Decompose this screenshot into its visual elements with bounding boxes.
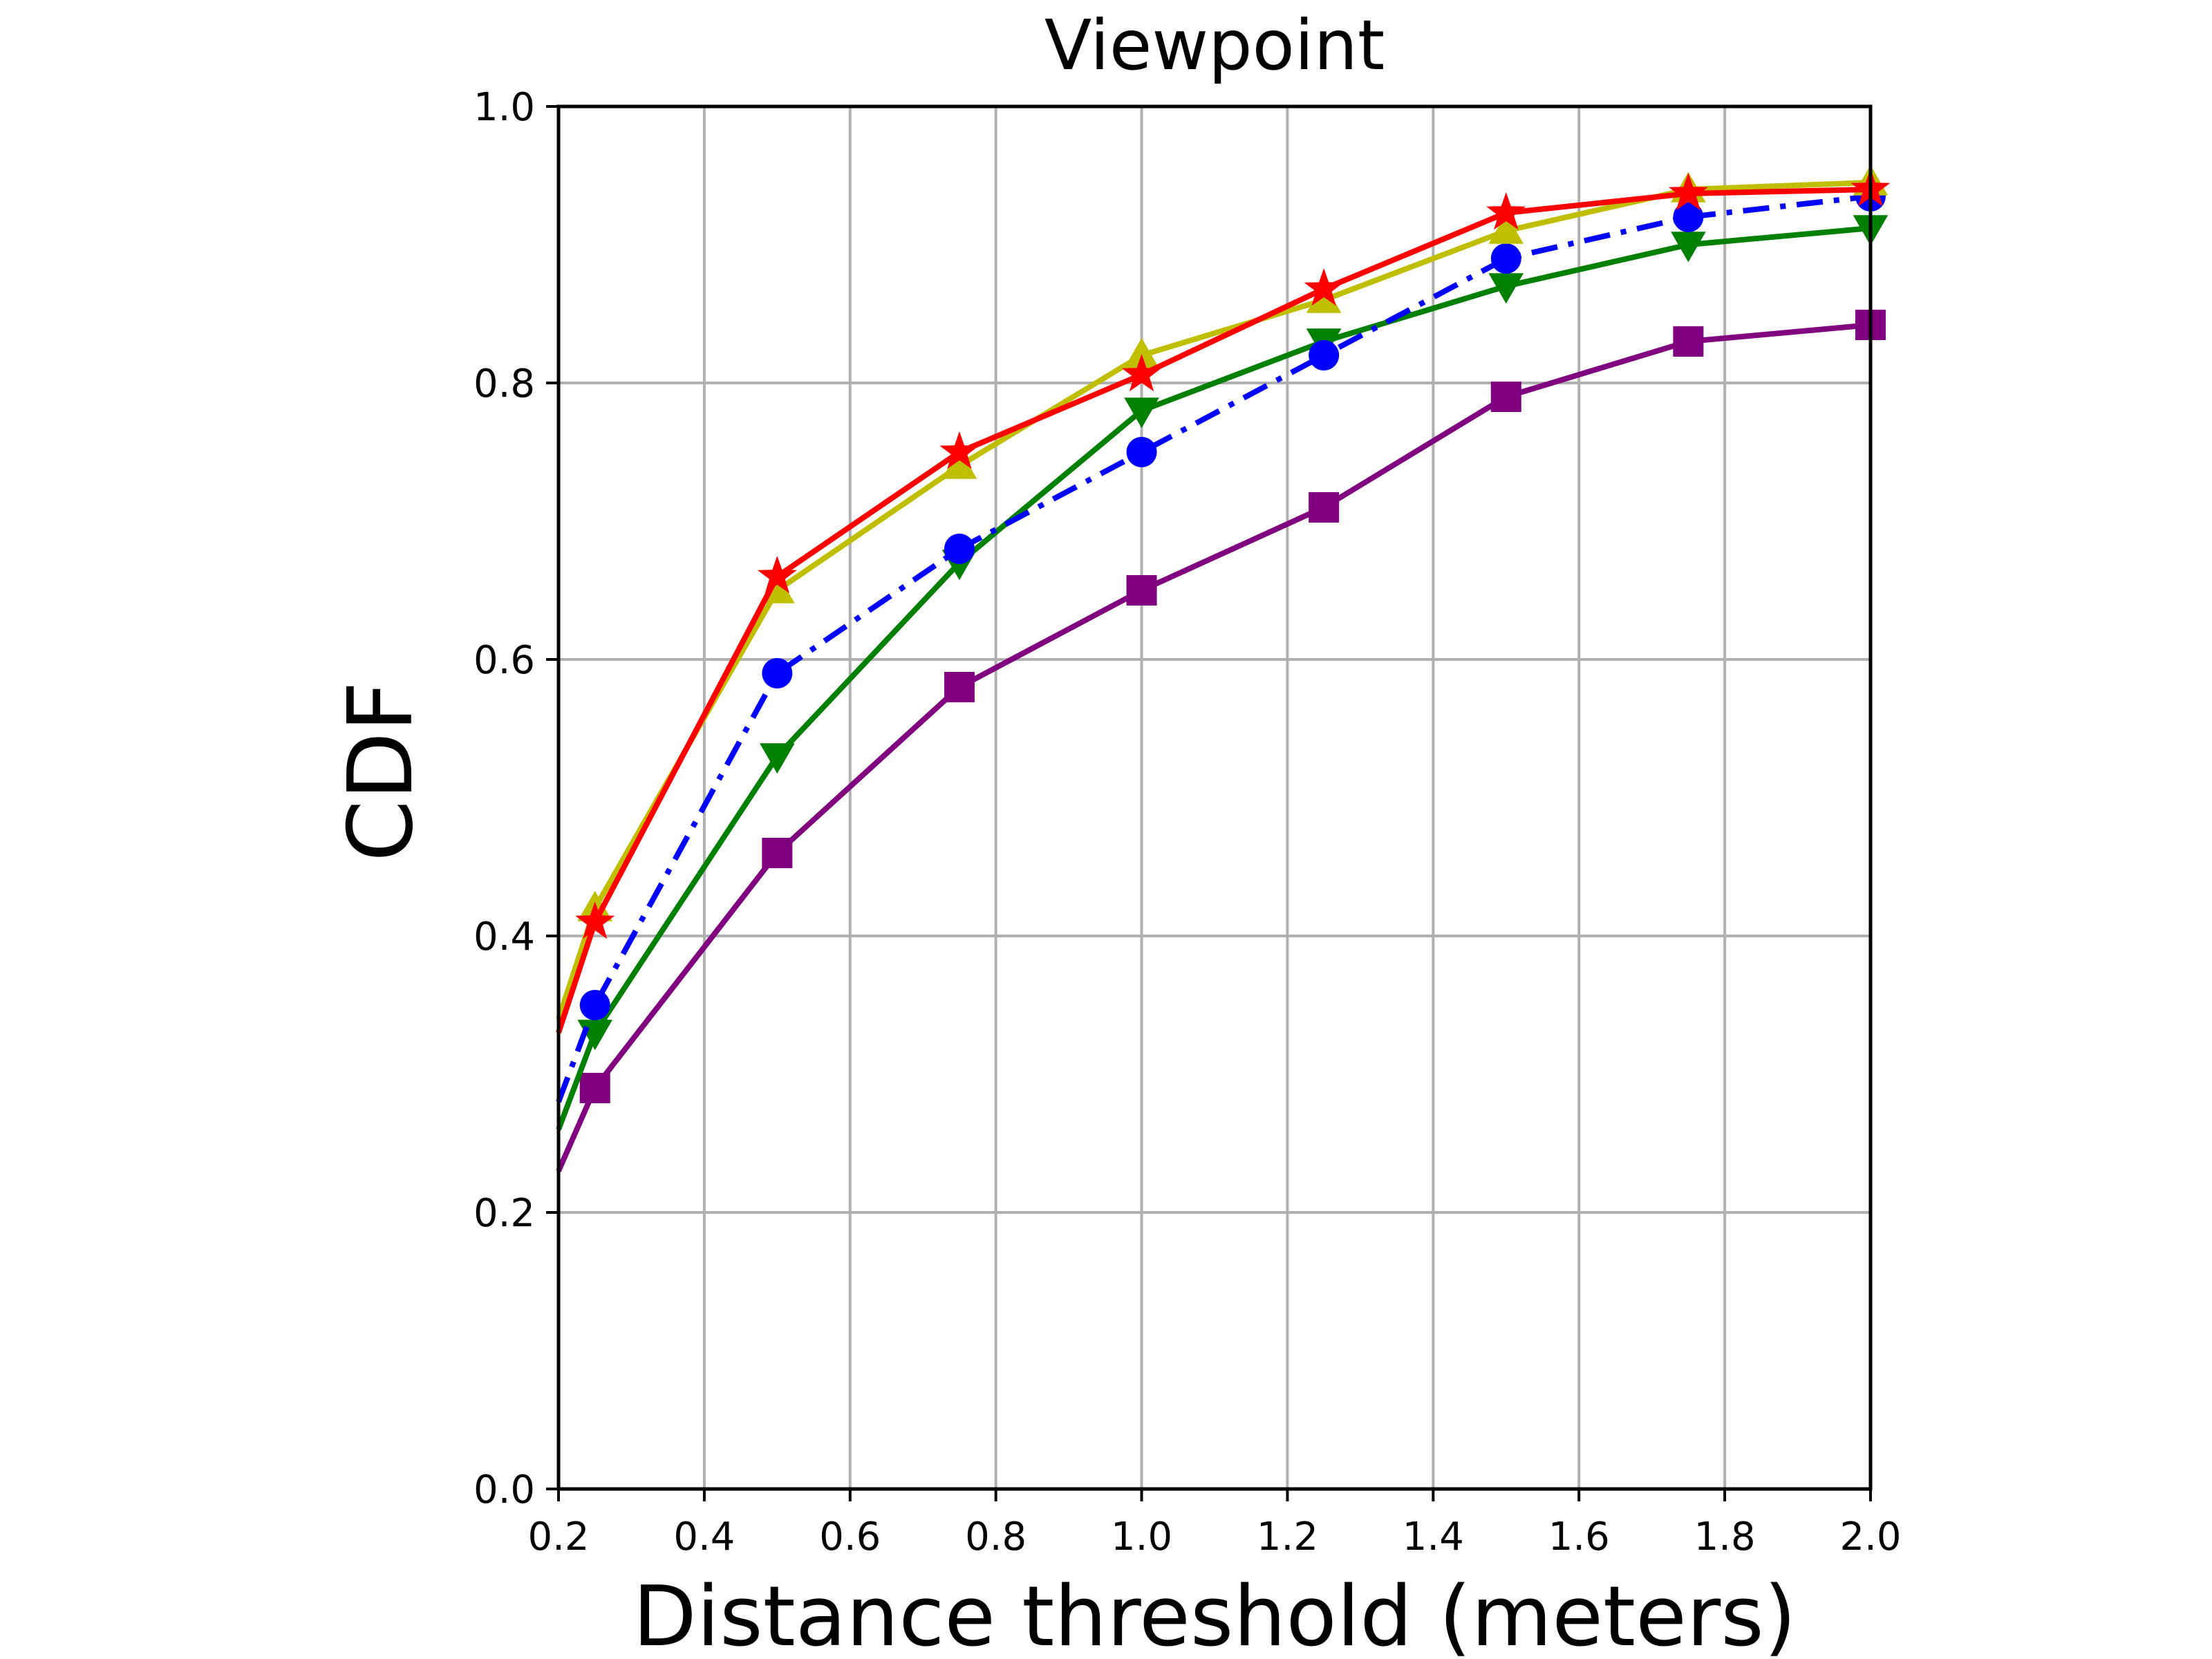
data-point — [941, 448, 977, 479]
data-point — [944, 672, 975, 702]
data-point — [1671, 232, 1706, 263]
data-point — [1486, 192, 1526, 230]
data-point — [1309, 492, 1340, 523]
x-tick-label: 0.8 — [965, 1515, 1027, 1559]
data-point — [1122, 354, 1162, 392]
y-tick-label: 1.0 — [474, 85, 535, 130]
series-line — [556, 187, 1871, 1034]
data-point — [1673, 326, 1704, 357]
data-point — [762, 658, 793, 688]
series-layer — [556, 165, 1891, 1172]
data-point — [1488, 273, 1524, 304]
data-point — [1490, 382, 1521, 412]
data-point — [757, 556, 797, 594]
data-point — [1126, 575, 1157, 606]
x-tick-label: 2.0 — [1839, 1515, 1901, 1559]
series-3 — [556, 165, 1888, 1020]
data-point — [762, 838, 793, 868]
x-tick-label: 0.2 — [527, 1515, 589, 1559]
data-point — [939, 431, 980, 469]
data-point — [1668, 173, 1708, 211]
y-axis-label: CDF — [330, 681, 433, 862]
x-tick-label: 0.6 — [819, 1515, 881, 1559]
y-tick-label: 0.4 — [474, 915, 535, 959]
data-point — [1488, 213, 1524, 244]
data-point — [579, 1073, 610, 1103]
data-point — [1673, 202, 1704, 232]
x-tick-label: 1.6 — [1548, 1515, 1610, 1559]
chart-title: Viewpoint — [1044, 5, 1385, 86]
tick-labels: 0.2 0.4 0.6 0.8 1.0 1.2 1.4 1.6 1.8 2.00.00.20.40… — [474, 85, 1902, 1559]
x-tick-label: 1.0 — [1111, 1515, 1172, 1559]
y-tick-label: 0.8 — [474, 362, 535, 406]
grid-lines — [557, 105, 1872, 1490]
y-tick-label: 0.6 — [474, 638, 535, 683]
x-tick-label: 0.4 — [673, 1515, 735, 1559]
series-2 — [556, 181, 1886, 1103]
axes — [546, 104, 1873, 1501]
series-4 — [556, 169, 1891, 1034]
y-tick-label: 0.2 — [474, 1191, 535, 1236]
series-line — [556, 322, 1871, 1172]
y-tick-label: 0.0 — [474, 1468, 535, 1512]
data-point — [760, 743, 795, 774]
plot-frame — [556, 104, 1873, 1491]
series-line — [556, 225, 1871, 1131]
series-line — [556, 194, 1871, 1103]
data-point — [944, 534, 975, 564]
x-tick-label: 1.4 — [1403, 1515, 1464, 1559]
series-line — [556, 180, 1871, 1020]
data-point — [1309, 340, 1340, 371]
x-tick-label: 1.8 — [1694, 1515, 1756, 1559]
data-point — [575, 901, 615, 939]
data-point — [1304, 268, 1344, 306]
series-0 — [556, 310, 1886, 1172]
data-point — [1490, 243, 1521, 274]
data-point — [1306, 282, 1342, 313]
data-point — [579, 990, 610, 1020]
data-point — [1126, 437, 1157, 467]
data-point — [1124, 337, 1159, 368]
x-axis-label: Distance threshold (meters) — [632, 1569, 1796, 1659]
x-tick-label: 1.2 — [1257, 1515, 1318, 1559]
data-point — [1124, 397, 1159, 429]
